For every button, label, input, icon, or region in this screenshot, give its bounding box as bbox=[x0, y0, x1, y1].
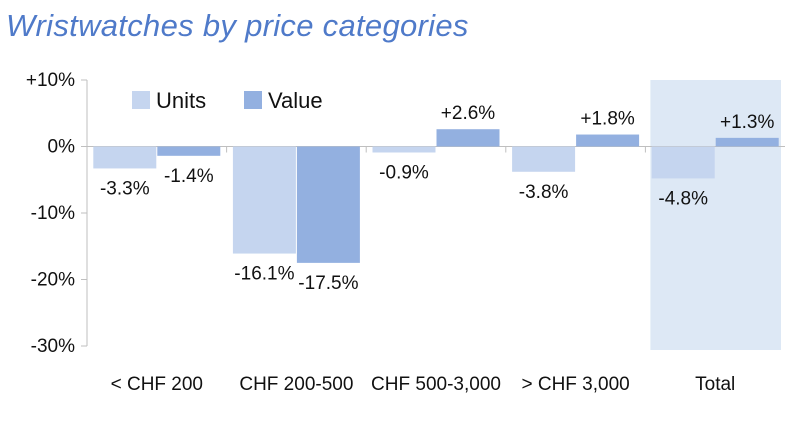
bar-value bbox=[157, 146, 221, 156]
data-label: -1.4% bbox=[164, 166, 214, 187]
data-label: +1.8% bbox=[580, 109, 635, 130]
bar-units bbox=[93, 146, 157, 169]
legend-swatch-value bbox=[244, 91, 262, 109]
highlight-band-total bbox=[650, 80, 781, 350]
bar-value bbox=[296, 146, 360, 263]
data-label: -16.1% bbox=[234, 264, 294, 285]
y-tick-label: -10% bbox=[31, 203, 75, 224]
category-label: CHF 500-3,000 bbox=[371, 374, 501, 395]
bar-units bbox=[512, 146, 576, 172]
bar-units bbox=[372, 146, 436, 153]
data-label: -4.8% bbox=[658, 188, 708, 209]
bar-units bbox=[232, 146, 296, 254]
chart-title: Wristwatches by price categories bbox=[6, 8, 469, 43]
category-label: < CHF 200 bbox=[111, 374, 203, 395]
bar-value bbox=[436, 129, 500, 147]
data-label: -17.5% bbox=[298, 273, 358, 294]
legend-swatch-units bbox=[132, 91, 150, 109]
data-label: +1.3% bbox=[720, 112, 775, 133]
legend-label-value: Value bbox=[268, 88, 323, 113]
data-label: -0.9% bbox=[379, 162, 429, 183]
y-tick-label: 0% bbox=[48, 137, 76, 158]
bar-value bbox=[576, 134, 640, 147]
category-label: > CHF 3,000 bbox=[521, 374, 629, 395]
category-label: CHF 200-500 bbox=[239, 374, 353, 395]
y-tick-label: -30% bbox=[31, 336, 75, 357]
category-label: Total bbox=[695, 374, 735, 395]
data-label: -3.8% bbox=[519, 182, 569, 203]
y-tick-label: +10% bbox=[26, 70, 75, 91]
data-label: +2.6% bbox=[441, 103, 496, 124]
legend-label-units: Units bbox=[156, 88, 206, 113]
bar-value bbox=[715, 137, 779, 147]
data-label: -3.3% bbox=[100, 178, 150, 199]
bar-units bbox=[651, 146, 715, 179]
y-tick-label: -20% bbox=[31, 270, 75, 291]
